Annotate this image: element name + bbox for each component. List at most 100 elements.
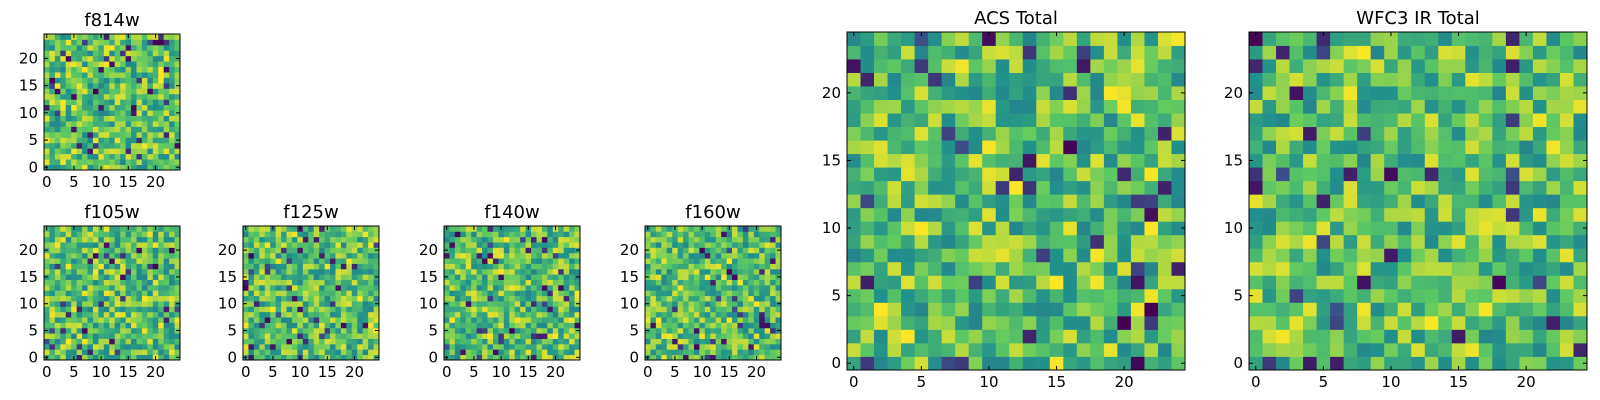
heatmap-cell xyxy=(54,226,61,232)
heatmap-cell xyxy=(552,343,559,350)
heatmap-cell xyxy=(291,242,298,248)
heatmap-cell xyxy=(1451,207,1466,222)
heatmap-cell xyxy=(928,234,943,249)
heatmap-cell xyxy=(1357,32,1372,46)
heatmap-cell xyxy=(158,153,165,160)
heatmap-cell xyxy=(87,39,94,46)
heatmap-cell xyxy=(65,159,72,165)
heatmap-cell xyxy=(509,268,516,275)
heatmap-cell xyxy=(114,34,121,40)
heatmap-cell xyxy=(44,290,50,297)
heatmap-cell xyxy=(313,333,320,339)
heatmap-cell xyxy=(308,247,315,254)
heatmap-cell xyxy=(319,284,325,291)
heatmap-cell xyxy=(286,252,293,259)
heatmap-cell xyxy=(319,247,325,254)
heatmap-cell xyxy=(503,338,510,345)
heatmap-cell xyxy=(1532,248,1547,263)
heatmap-cell xyxy=(152,263,159,270)
heatmap-cell xyxy=(44,148,50,155)
heatmap-cell xyxy=(147,77,154,84)
heatmap-cell xyxy=(291,263,298,270)
heatmap-cell xyxy=(1009,86,1024,100)
heatmap-cell xyxy=(147,327,154,334)
heatmap-cell xyxy=(152,258,159,264)
heatmap-cell xyxy=(1438,302,1453,317)
heatmap-cell xyxy=(114,61,121,68)
heatmap-cell xyxy=(335,317,342,323)
x-tick-label: 15 xyxy=(720,363,739,381)
heatmap-cell xyxy=(1451,32,1466,46)
heatmap-cell xyxy=(1505,86,1520,100)
heatmap-cell xyxy=(125,72,132,78)
heatmap-cell xyxy=(281,338,287,345)
heatmap-cell xyxy=(704,333,711,339)
heatmap-cell xyxy=(1009,288,1024,303)
heatmap-cell xyxy=(928,99,943,114)
heatmap-cell xyxy=(737,354,744,361)
heatmap-cell xyxy=(147,247,154,254)
heatmap-cell xyxy=(1103,329,1118,344)
heatmap-cell xyxy=(1049,32,1064,46)
heatmap-cell xyxy=(49,338,56,345)
heatmap-cell xyxy=(968,32,983,46)
heatmap-cell xyxy=(174,153,181,160)
heatmap-cell xyxy=(319,295,325,302)
heatmap-cell xyxy=(677,274,684,280)
heatmap-cell xyxy=(71,110,78,116)
heatmap-cell xyxy=(1370,113,1385,128)
heatmap-cell xyxy=(1144,32,1159,46)
heatmap-cell xyxy=(1397,180,1412,195)
heatmap-cell xyxy=(147,290,154,297)
heatmap-cell xyxy=(169,93,175,100)
heatmap-cell xyxy=(1316,329,1331,344)
heatmap-cell xyxy=(1424,140,1439,155)
heatmap-cell xyxy=(92,247,99,254)
heatmap-cell xyxy=(1357,167,1372,182)
heatmap-cell xyxy=(759,343,766,350)
heatmap-cell xyxy=(163,110,170,116)
heatmap-cell xyxy=(547,274,554,280)
heatmap-cell xyxy=(324,338,331,345)
heatmap-cell xyxy=(71,252,78,259)
y-tick-label: 5 xyxy=(1233,287,1243,305)
heatmap-cell xyxy=(492,295,499,302)
heatmap-cell xyxy=(158,317,165,323)
heatmap-cell xyxy=(941,194,956,209)
heatmap-cell xyxy=(60,301,67,307)
heatmap-cell xyxy=(131,258,137,264)
heatmap-cell xyxy=(54,242,61,248)
heatmap-cell xyxy=(1478,234,1493,249)
heatmap-cell xyxy=(141,322,148,329)
heatmap-cell xyxy=(887,140,902,155)
heatmap-cell xyxy=(49,164,56,171)
heatmap-cell xyxy=(509,242,516,248)
heatmap-cell xyxy=(313,242,320,248)
heatmap-cell xyxy=(49,317,56,323)
heatmap-cell xyxy=(655,317,662,323)
heatmap-cell xyxy=(259,322,266,329)
heatmap-cell xyxy=(340,226,347,232)
heatmap-cell xyxy=(54,126,61,133)
heatmap-cell xyxy=(109,82,116,89)
heatmap-cell xyxy=(174,159,181,165)
heatmap-cell xyxy=(351,349,358,356)
heatmap-cell xyxy=(330,306,336,313)
heatmap-cell xyxy=(152,242,159,248)
heatmap-cell xyxy=(860,261,875,276)
heatmap-cell xyxy=(661,290,668,297)
heatmap-cell xyxy=(141,153,148,160)
heatmap-cell xyxy=(308,268,315,275)
heatmap-cell xyxy=(914,32,929,46)
heatmap-cell xyxy=(1384,302,1399,317)
heatmap-cell xyxy=(264,290,271,297)
heatmap-cell xyxy=(742,242,749,248)
heatmap-cell xyxy=(941,288,956,303)
heatmap-cell xyxy=(1411,99,1426,114)
heatmap-cell xyxy=(860,315,875,330)
heatmap-cell xyxy=(514,226,521,232)
heatmap-cell xyxy=(1303,32,1317,46)
heatmap-cell xyxy=(103,104,110,111)
heatmap-cell xyxy=(1262,234,1277,249)
